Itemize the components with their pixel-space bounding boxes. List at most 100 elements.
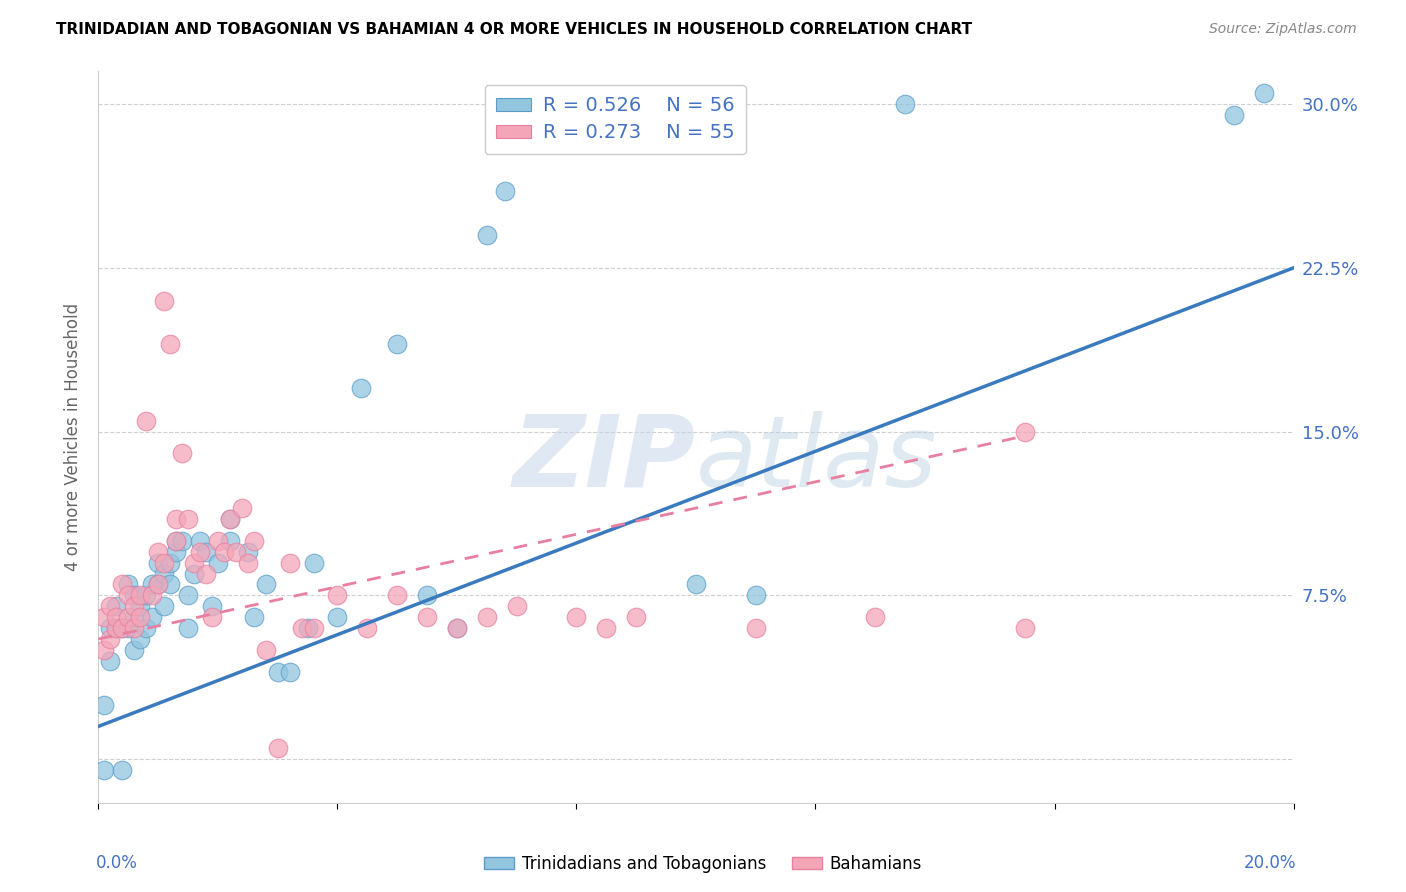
- Point: [172, 446, 194, 460]
- Point: [165, 533, 187, 548]
- Point: [595, 621, 617, 635]
- Point: [124, 599, 146, 614]
- Text: 0.0%: 0.0%: [96, 854, 138, 872]
- Point: [165, 545, 187, 559]
- Point: [416, 588, 439, 602]
- Point: [1014, 621, 1036, 635]
- Point: [326, 610, 349, 624]
- Point: [148, 577, 170, 591]
- Point: [243, 533, 266, 548]
- Point: [135, 414, 157, 428]
- Point: [105, 599, 128, 614]
- Point: [745, 588, 768, 602]
- Point: [165, 512, 187, 526]
- Point: [494, 185, 516, 199]
- Point: [326, 588, 349, 602]
- Point: [98, 632, 122, 646]
- Point: [207, 556, 229, 570]
- Point: [475, 610, 498, 624]
- Point: [446, 621, 468, 635]
- Point: [105, 610, 128, 624]
- Point: [225, 545, 247, 559]
- Point: [105, 621, 128, 635]
- Point: [135, 588, 157, 602]
- Point: [93, 698, 115, 712]
- Point: [172, 533, 194, 548]
- Point: [195, 545, 218, 559]
- Legend: R = 0.526    N = 56, R = 0.273    N = 55: R = 0.526 N = 56, R = 0.273 N = 55: [485, 85, 747, 153]
- Point: [201, 610, 224, 624]
- Point: [98, 621, 122, 635]
- Point: [111, 621, 134, 635]
- Point: [177, 621, 200, 635]
- Point: [302, 556, 325, 570]
- Y-axis label: 4 or more Vehicles in Household: 4 or more Vehicles in Household: [65, 303, 83, 571]
- Point: [165, 533, 187, 548]
- Point: [129, 632, 152, 646]
- Point: [231, 501, 253, 516]
- Point: [219, 512, 242, 526]
- Point: [188, 533, 211, 548]
- Point: [153, 566, 176, 581]
- Point: [148, 545, 170, 559]
- Point: [159, 577, 181, 591]
- Point: [129, 599, 152, 614]
- Point: [153, 599, 176, 614]
- Point: [685, 577, 707, 591]
- Point: [865, 610, 887, 624]
- Text: Source: ZipAtlas.com: Source: ZipAtlas.com: [1209, 22, 1357, 37]
- Text: ZIP: ZIP: [513, 410, 696, 508]
- Point: [254, 577, 277, 591]
- Point: [105, 621, 128, 635]
- Point: [236, 556, 259, 570]
- Point: [302, 621, 325, 635]
- Point: [141, 588, 163, 602]
- Point: [385, 588, 409, 602]
- Point: [135, 621, 157, 635]
- Point: [188, 545, 211, 559]
- Point: [98, 599, 122, 614]
- Point: [356, 621, 378, 635]
- Point: [278, 556, 301, 570]
- Point: [745, 621, 768, 635]
- Point: [117, 588, 139, 602]
- Point: [177, 512, 200, 526]
- Point: [1253, 86, 1275, 100]
- Point: [177, 588, 200, 602]
- Point: [159, 556, 181, 570]
- Point: [111, 621, 134, 635]
- Point: [98, 654, 122, 668]
- Point: [416, 610, 439, 624]
- Point: [117, 610, 139, 624]
- Point: [159, 337, 181, 351]
- Point: [212, 545, 235, 559]
- Point: [93, 643, 115, 657]
- Point: [506, 599, 529, 614]
- Point: [117, 621, 139, 635]
- Point: [183, 556, 205, 570]
- Point: [195, 566, 218, 581]
- Point: [93, 610, 115, 624]
- Point: [201, 599, 224, 614]
- Point: [141, 577, 163, 591]
- Text: 20.0%: 20.0%: [1243, 854, 1296, 872]
- Text: atlas: atlas: [696, 410, 938, 508]
- Point: [219, 533, 242, 548]
- Point: [129, 610, 152, 624]
- Point: [148, 556, 170, 570]
- Point: [124, 588, 146, 602]
- Point: [183, 566, 205, 581]
- Point: [1014, 425, 1036, 439]
- Point: [207, 533, 229, 548]
- Point: [111, 763, 134, 777]
- Point: [1223, 108, 1246, 122]
- Point: [291, 621, 314, 635]
- Legend: Trinidadians and Tobagonians, Bahamians: Trinidadians and Tobagonians, Bahamians: [477, 848, 929, 880]
- Point: [278, 665, 301, 679]
- Text: TRINIDADIAN AND TOBAGONIAN VS BAHAMIAN 4 OR MORE VEHICLES IN HOUSEHOLD CORRELATI: TRINIDADIAN AND TOBAGONIAN VS BAHAMIAN 4…: [56, 22, 973, 37]
- Point: [626, 610, 648, 624]
- Point: [243, 610, 266, 624]
- Point: [894, 97, 917, 112]
- Point: [565, 610, 588, 624]
- Point: [267, 665, 290, 679]
